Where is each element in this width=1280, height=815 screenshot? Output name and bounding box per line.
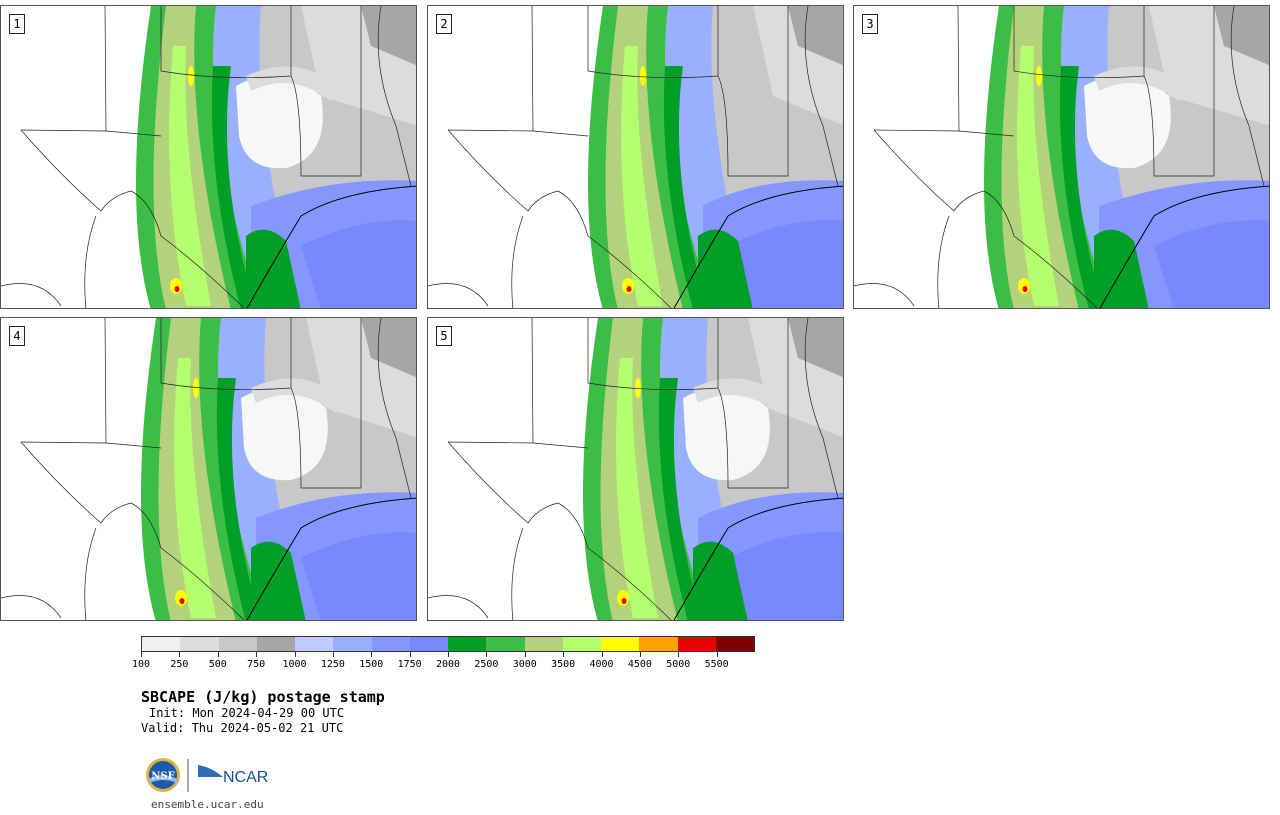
- map-panel-1: 1: [0, 5, 417, 309]
- map-panel-2: 2: [427, 5, 844, 309]
- colorbar-swatch: [180, 637, 219, 651]
- colorbar-swatch: [218, 637, 257, 651]
- colorbar-swatch: [333, 637, 372, 651]
- sbcape-map-5: [428, 318, 843, 620]
- colorbar-tick-label: 4500: [627, 659, 652, 670]
- colorbar-tick-label: 500: [208, 659, 227, 670]
- colorbar-tick: [217, 652, 219, 657]
- sbcape-map-1: [1, 6, 416, 308]
- colorbar-tick-label: 250: [170, 659, 189, 670]
- panel-number: 5: [436, 326, 452, 346]
- valid-time: Valid: Thu 2024-05-02 21 UTC: [141, 721, 344, 735]
- colorbar-tick: [716, 652, 718, 657]
- colorbar-tick-label: 3000: [512, 659, 537, 670]
- colorbar-tick-label: 5500: [704, 659, 729, 670]
- colorbar-tick-label: 1000: [282, 659, 307, 670]
- colorbar-tick: [256, 652, 258, 657]
- logos: NSF NCAR: [146, 758, 268, 792]
- nsf-logo-text: NSF: [151, 771, 174, 782]
- website-url: ensemble.ucar.edu: [151, 798, 264, 811]
- colorbar-swatch: [371, 637, 410, 651]
- panel-number: 4: [9, 326, 25, 346]
- colorbar-tick-label: 1500: [359, 659, 384, 670]
- colorbar-swatch: [601, 637, 640, 651]
- colorbar-swatch: [524, 637, 563, 651]
- map-panel-4: 4: [0, 317, 417, 621]
- colorbar-tick: [332, 652, 334, 657]
- map-panel-5: 5: [427, 317, 844, 621]
- colorbar-swatch: [448, 637, 487, 651]
- colorbar-tick-label: 3500: [551, 659, 576, 670]
- colorbar-tick: [371, 652, 373, 657]
- colorbar-tick: [179, 652, 181, 657]
- colorbar-ticks: 100 250 500 750 1000 1250 1500 1750 2000 2500 3000…: [132, 652, 755, 674]
- colorbar: [141, 636, 755, 652]
- colorbar-tick-label: 5000: [666, 659, 691, 670]
- colorbar-swatch: [256, 637, 295, 651]
- colorbar-tick-label: 100: [131, 659, 151, 670]
- ncar-logo-text: NCAR: [223, 769, 268, 786]
- colorbar-tick: [563, 652, 565, 657]
- colorbar-tick: [678, 652, 680, 657]
- colorbar-swatch: [639, 637, 678, 651]
- colorbar-swatch: [486, 637, 525, 651]
- colorbar-tick: [601, 652, 603, 657]
- colorbar-tick-label: 2000: [435, 659, 461, 670]
- colorbar-tick-label: 1250: [320, 659, 345, 670]
- colorbar-tick: [141, 652, 142, 657]
- colorbar-tick-label: 1750: [397, 659, 422, 670]
- colorbar-swatch: [409, 637, 448, 651]
- colorbar-tick: [524, 652, 526, 657]
- map-panel-3: 3: [853, 5, 1270, 309]
- colorbar-swatch: [562, 637, 601, 651]
- colorbar-tick-label: 2500: [474, 659, 499, 670]
- colorbar-tick-label: 750: [247, 659, 266, 670]
- panel-number: 1: [9, 14, 25, 34]
- sbcape-map-2: [428, 6, 843, 308]
- colorbar-swatch: [715, 637, 754, 651]
- colorbar-tick: [486, 652, 488, 657]
- ncar-logo-icon: NCAR: [198, 765, 268, 786]
- init-time: Init: Mon 2024-04-29 00 UTC: [149, 706, 345, 720]
- colorbar-tick-label: 4000: [589, 659, 614, 670]
- panel-number: 3: [862, 14, 878, 34]
- colorbar-tick: [448, 652, 449, 657]
- colorbar-tick: [294, 652, 296, 657]
- colorbar-swatch: [677, 637, 716, 651]
- colorbar-swatch: [142, 637, 181, 651]
- panel-number: 2: [436, 14, 452, 34]
- colorbar-swatch: [295, 637, 334, 651]
- sbcape-map-4: [1, 318, 416, 620]
- nsf-logo-icon: NSF: [146, 758, 180, 792]
- colorbar-tick: [639, 652, 641, 657]
- sbcape-map-3: [854, 6, 1269, 308]
- colorbar-tick: [409, 652, 411, 657]
- plot-title: SBCAPE (J/kg) postage stamp: [141, 688, 385, 706]
